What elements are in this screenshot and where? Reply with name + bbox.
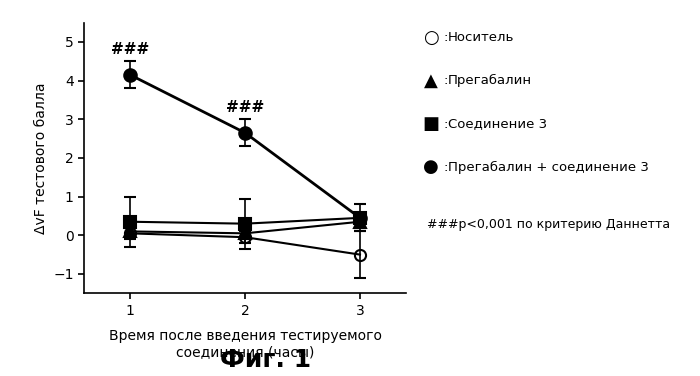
Text: Носитель: Носитель	[448, 31, 514, 44]
Text: Прегабалин: Прегабалин	[448, 74, 532, 87]
X-axis label: Время после введения тестируемого
соединения (часы): Время после введения тестируемого соедин…	[108, 329, 382, 359]
Text: ###: ###	[226, 100, 264, 115]
Text: ###p<0,001 по критерию Даннетта: ###p<0,001 по критерию Даннетта	[427, 218, 670, 231]
Text: ■: ■	[422, 115, 439, 133]
Text: ○: ○	[423, 29, 438, 47]
Text: :: :	[443, 31, 447, 44]
Text: :: :	[443, 118, 447, 130]
Text: ###: ###	[111, 42, 149, 58]
Text: ●: ●	[423, 158, 438, 176]
Text: ▲: ▲	[424, 72, 438, 90]
Y-axis label: ΔvF тестового балла: ΔvF тестового балла	[34, 82, 48, 233]
Text: Соединение 3: Соединение 3	[448, 118, 547, 130]
Text: Прегабалин + соединение 3: Прегабалин + соединение 3	[448, 161, 649, 174]
Text: Фиг. 1: Фиг. 1	[220, 348, 312, 372]
Text: :: :	[443, 74, 447, 87]
Text: :: :	[443, 161, 447, 174]
